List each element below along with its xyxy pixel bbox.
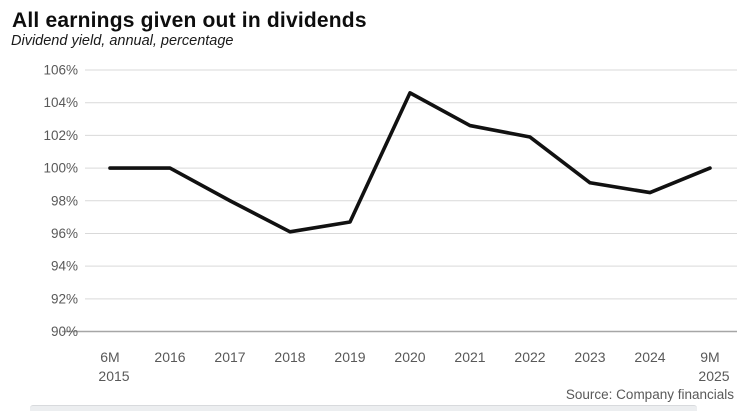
y-tick-label: 98% (51, 193, 78, 208)
x-tick-label: 2023 (574, 349, 605, 365)
x-tick-label: 2020 (394, 349, 425, 365)
dividend-yield-line (108, 91, 712, 234)
x-tick-label: 6M 2015 (98, 349, 129, 384)
y-tick-label: 100% (43, 161, 78, 176)
y-tick-label: 96% (51, 226, 78, 241)
chart-title: All earnings given out in dividends (12, 9, 367, 32)
y-tick-label: 106% (43, 63, 78, 78)
x-tick-label: 2021 (454, 349, 485, 365)
source-note: Source: Company financials (565, 387, 734, 402)
x-tick-label: 2018 (274, 349, 305, 365)
x-tick-label: 2022 (514, 349, 545, 365)
x-tick-label: 2017 (214, 349, 245, 365)
x-tick-label: 2019 (334, 349, 365, 365)
y-tick-label: 92% (51, 291, 78, 306)
gridlines (62, 69, 737, 333)
x-tick-label: 2024 (634, 349, 665, 365)
x-tick-label: 2016 (154, 349, 185, 365)
y-tick-label: 94% (51, 259, 78, 274)
y-tick-label: 90% (51, 324, 78, 339)
x-tick-label: 9M 2025 (698, 349, 729, 384)
chart-subtitle: Dividend yield, annual, percentage (11, 33, 234, 49)
next-element-edge (30, 405, 697, 411)
x-axis-labels: 6M 2015 2016 2017 2018 2019 2020 2021 2022 2023 20… (98, 349, 729, 384)
y-tick-label: 102% (43, 128, 78, 143)
y-tick-label: 104% (43, 95, 78, 110)
y-axis-labels: 106% 104% 102% 100% 98% 96% 94% 92% 90% (43, 63, 78, 340)
